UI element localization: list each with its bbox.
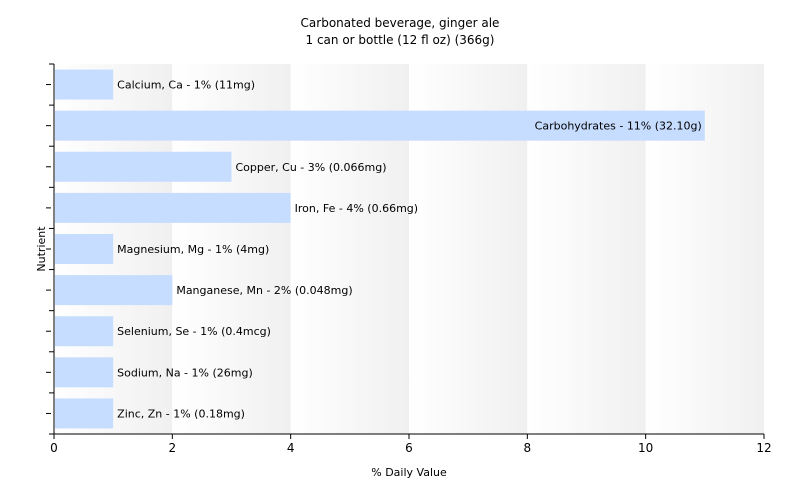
bar-label-3: Iron, Fe - 4% (0.66mg) [295,202,418,215]
bar-4 [55,234,114,264]
x-tick-label-2: 4 [287,441,295,455]
chart-title: Carbonated beverage, ginger ale [301,16,500,30]
bar-3 [55,192,291,223]
x-axis-label: % Daily Value [371,466,447,479]
y-ticks-group [46,63,54,435]
bar-0 [55,69,114,100]
chart-subtitle: 1 can or bottle (12 fl oz) (366g) [306,33,495,47]
bar-6 [55,316,114,347]
bar-label-0: Calcium, Ca - 1% (11mg) [117,79,255,92]
x-tick-label-5: 10 [638,441,653,455]
bar-7 [55,357,114,388]
bar-label-5: Manganese, Mn - 2% (0.048mg) [176,284,352,297]
x-tick-label-6: 12 [756,441,771,455]
bar-label-6: Selenium, Se - 1% (0.4mcg) [117,325,271,338]
bar-2 [55,151,232,182]
bar-label-4: Magnesium, Mg - 1% (4mg) [117,243,269,256]
bar-labels-group: Calcium, Ca - 1% (11mg) Carbohydrates - 1… [117,79,702,421]
bar-label-1: Carbohydrates - 11% (32.10g) [535,120,702,133]
bars-group [55,69,705,429]
x-tick-label-4: 8 [524,441,532,455]
x-tick-label-1: 2 [169,441,177,455]
bar-8 [55,398,114,429]
x-tick-label-3: 6 [405,441,413,455]
bar-1 [55,110,705,141]
bar-5 [55,275,173,306]
y-axis-label: Nutrient [35,226,48,272]
bar-label-7: Sodium, Na - 1% (26mg) [117,366,253,379]
x-ticks-group: 0 2 4 6 8 10 12 [50,434,772,455]
bar-label-8: Zinc, Zn - 1% (0.18mg) [117,407,245,420]
bar-label-2: Copper, Cu - 3% (0.066mg) [236,161,387,174]
x-tick-label-0: 0 [50,441,58,455]
